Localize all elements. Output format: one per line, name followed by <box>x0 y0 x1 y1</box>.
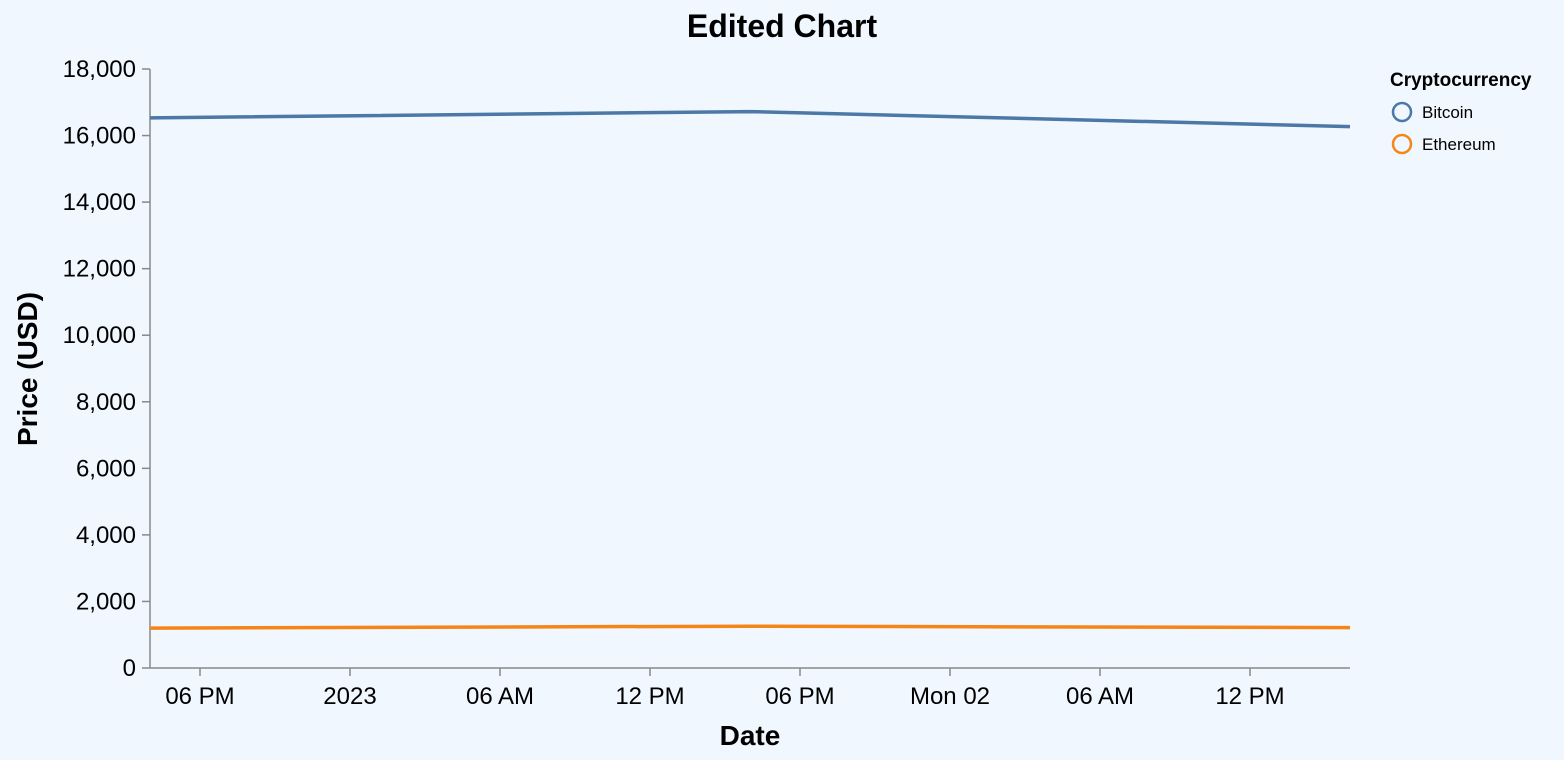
y-tick-label: 4,000 <box>76 522 136 549</box>
plot-area <box>149 109 1351 630</box>
x-tick-label: 06 AM <box>466 683 534 710</box>
chart-title: Edited Chart <box>687 8 878 44</box>
x-tick-label: Mon 02 <box>910 683 990 710</box>
y-axis: 0 2,000 4,000 6,000 8,000 10,000 12,000 14,000 1… <box>63 56 151 682</box>
y-tick-label: 6,000 <box>76 455 136 482</box>
y-tick-label: 8,000 <box>76 389 136 416</box>
series-line-bitcoin <box>149 109 1351 129</box>
y-tick-label: 18,000 <box>63 56 136 83</box>
legend-symbol-bitcoin <box>1391 101 1413 123</box>
y-tick-label: 16,000 <box>63 123 136 150</box>
y-axis-title: Price (USD) <box>12 292 43 446</box>
y-tick-label: 2,000 <box>76 588 136 615</box>
y-tick-label: 10,000 <box>63 322 136 349</box>
legend: Cryptocurrency Bitcoin Ethereum <box>1390 70 1532 155</box>
x-axis: 06 PM 2023 06 AM 12 PM 06 PM Mon 02 06 AM 12 PM <box>150 667 1350 710</box>
y-tick-label: 12,000 <box>63 256 136 283</box>
x-tick-label: 12 PM <box>1215 683 1284 710</box>
x-tick-label: 06 AM <box>1066 683 1134 710</box>
legend-title: Cryptocurrency <box>1390 70 1532 91</box>
y-tick-label: 0 <box>123 655 136 682</box>
legend-label-ethereum: Ethereum <box>1422 135 1496 154</box>
legend-label-bitcoin: Bitcoin <box>1422 103 1473 122</box>
x-tick-label: 06 PM <box>165 683 234 710</box>
x-tick-label: 2023 <box>323 683 376 710</box>
x-tick-label: 12 PM <box>615 683 684 710</box>
y-tick-label: 14,000 <box>63 189 136 216</box>
series-line-ethereum <box>149 624 1351 630</box>
legend-symbol-ethereum <box>1391 133 1413 155</box>
x-tick-label: 06 PM <box>765 683 834 710</box>
x-axis-title: Date <box>720 720 781 751</box>
